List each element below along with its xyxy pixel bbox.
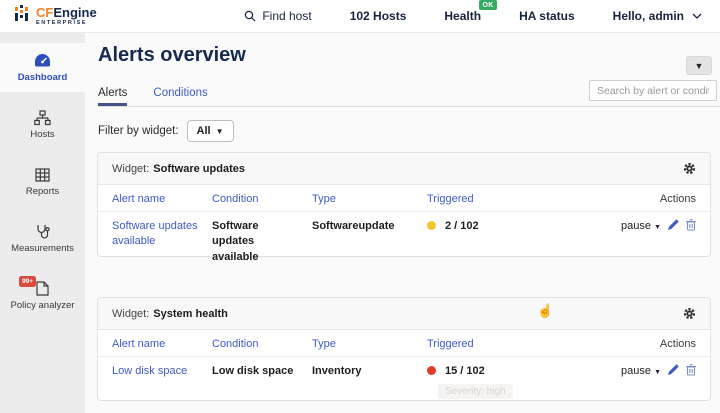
health-ok-badge: OK (478, 0, 498, 10)
sidebar: Dashboard Hosts (0, 33, 85, 413)
col-condition[interactable]: Condition (212, 193, 259, 205)
chevron-down-icon (692, 13, 702, 19)
collapse-widgets-button[interactable]: ▼ (686, 56, 712, 75)
sidebar-item-dashboard[interactable]: Dashboard (0, 43, 85, 92)
triggered-cell: 15 / 102 (427, 364, 604, 379)
hosts-count-link[interactable]: 102 Hosts (349, 9, 407, 23)
col-triggered[interactable]: Triggered (427, 338, 474, 350)
widget-system-health: Widget: System health Alert name Conditio… (97, 297, 711, 401)
filter-row: Filter by widget: All ▼ (98, 120, 234, 142)
hosts-sitemap-icon (34, 109, 51, 126)
chevron-down-icon: ▼ (215, 126, 224, 136)
delete-alert-button[interactable] (686, 364, 696, 376)
tab-conditions[interactable]: Conditions (153, 87, 208, 99)
find-host-button[interactable]: Find host (244, 9, 312, 23)
condition-cell: Software updates available (212, 220, 259, 263)
search-input[interactable] (589, 80, 717, 101)
main-content: Alerts overview ▼ Alerts Conditions Filt… (85, 33, 720, 413)
gear-icon (683, 307, 696, 320)
sidebar-item-measurements[interactable]: Measurements (0, 214, 85, 263)
sidebar-item-hosts[interactable]: Hosts (0, 100, 85, 149)
ha-status-link[interactable]: HA status (519, 9, 575, 23)
col-triggered[interactable]: Triggered (427, 193, 474, 205)
dashboard-gauge-icon (34, 52, 51, 69)
severity-dot (427, 221, 436, 230)
alert-name-link[interactable]: Low disk space (112, 365, 188, 377)
search-icon (245, 10, 256, 22)
edit-alert-button[interactable] (668, 219, 679, 230)
widget-header: Widget: System health (98, 298, 710, 330)
alert-name-link[interactable]: Software updates available (112, 220, 198, 248)
sidebar-item-reports[interactable]: Reports (0, 157, 85, 206)
pause-dropdown[interactable]: pause ▼ (621, 365, 661, 377)
type-cell: Inventory (312, 365, 362, 377)
sidebar-item-policy-analyzer[interactable]: 99+ Policy analyzer (10, 276, 75, 311)
col-alert-name[interactable]: Alert name (112, 338, 166, 350)
page-title: Alerts overview (98, 44, 246, 66)
widget-software-updates: Widget: Software updates Alert name Condi… (97, 152, 711, 263)
widget-name: Software updates (153, 162, 245, 175)
pencil-icon (668, 219, 679, 230)
pencil-icon (668, 364, 679, 375)
widget-name: System health (153, 307, 228, 320)
widget-settings-button[interactable] (683, 307, 696, 320)
table-row: Software updates available Software upda… (98, 212, 710, 265)
triggered-cell: 2 / 102 (427, 219, 604, 265)
actions-cell: pause ▼ (604, 219, 696, 265)
gear-icon (683, 162, 696, 175)
condition-cell: Low disk space (212, 365, 294, 377)
widget-settings-button[interactable] (683, 162, 696, 175)
delete-alert-button[interactable] (686, 219, 696, 231)
cfengine-logo-text: CFEngine ENTERPRISE (36, 4, 97, 26)
col-condition[interactable]: Condition (212, 338, 259, 350)
table-row: Low disk space Low disk space Inventory … (98, 357, 710, 379)
filter-label: Filter by widget: (98, 125, 179, 137)
filter-widget-dropdown[interactable]: All ▼ (186, 120, 234, 142)
table-header: Alert name Condition Type Triggered Acti… (98, 185, 710, 212)
user-menu[interactable]: Hello, admin (613, 9, 702, 23)
health-link[interactable]: Health OK (444, 0, 498, 23)
tab-alerts[interactable]: Alerts (98, 87, 128, 106)
table-header: Alert name Condition Type Triggered Acti… (98, 330, 710, 357)
edit-alert-button[interactable] (668, 364, 679, 375)
col-alert-name[interactable]: Alert name (112, 193, 166, 205)
widget-header: Widget: Software updates (98, 153, 710, 185)
top-nav: Find host 102 Hosts Health OK HA status … (244, 0, 702, 23)
trash-icon (686, 219, 696, 231)
col-actions: Actions (659, 338, 696, 350)
severity-dot (427, 366, 436, 375)
tab-bar: Alerts Conditions (98, 87, 720, 107)
col-type[interactable]: Type (312, 338, 336, 350)
cfengine-logo[interactable]: CFEngine ENTERPRISE (14, 4, 97, 28)
pause-dropdown[interactable]: pause ▼ (621, 220, 661, 232)
top-bar: CFEngine ENTERPRISE Find host 102 Hosts … (0, 0, 720, 33)
type-cell: Softwareupdate (312, 220, 395, 232)
severity-tooltip: Severity: high (438, 384, 513, 399)
col-actions: Actions (659, 193, 696, 205)
measurements-stethoscope-icon (35, 223, 51, 240)
policy-count-badge: 99+ (19, 276, 37, 287)
mouse-cursor-icon: ☝ (537, 303, 554, 318)
reports-table-icon (35, 166, 50, 183)
cfengine-logo-icon (14, 4, 31, 28)
trash-icon (686, 364, 696, 376)
col-type[interactable]: Type (312, 193, 336, 205)
actions-cell: pause ▼ (604, 364, 696, 379)
policy-file-icon: 99+ (19, 276, 49, 297)
